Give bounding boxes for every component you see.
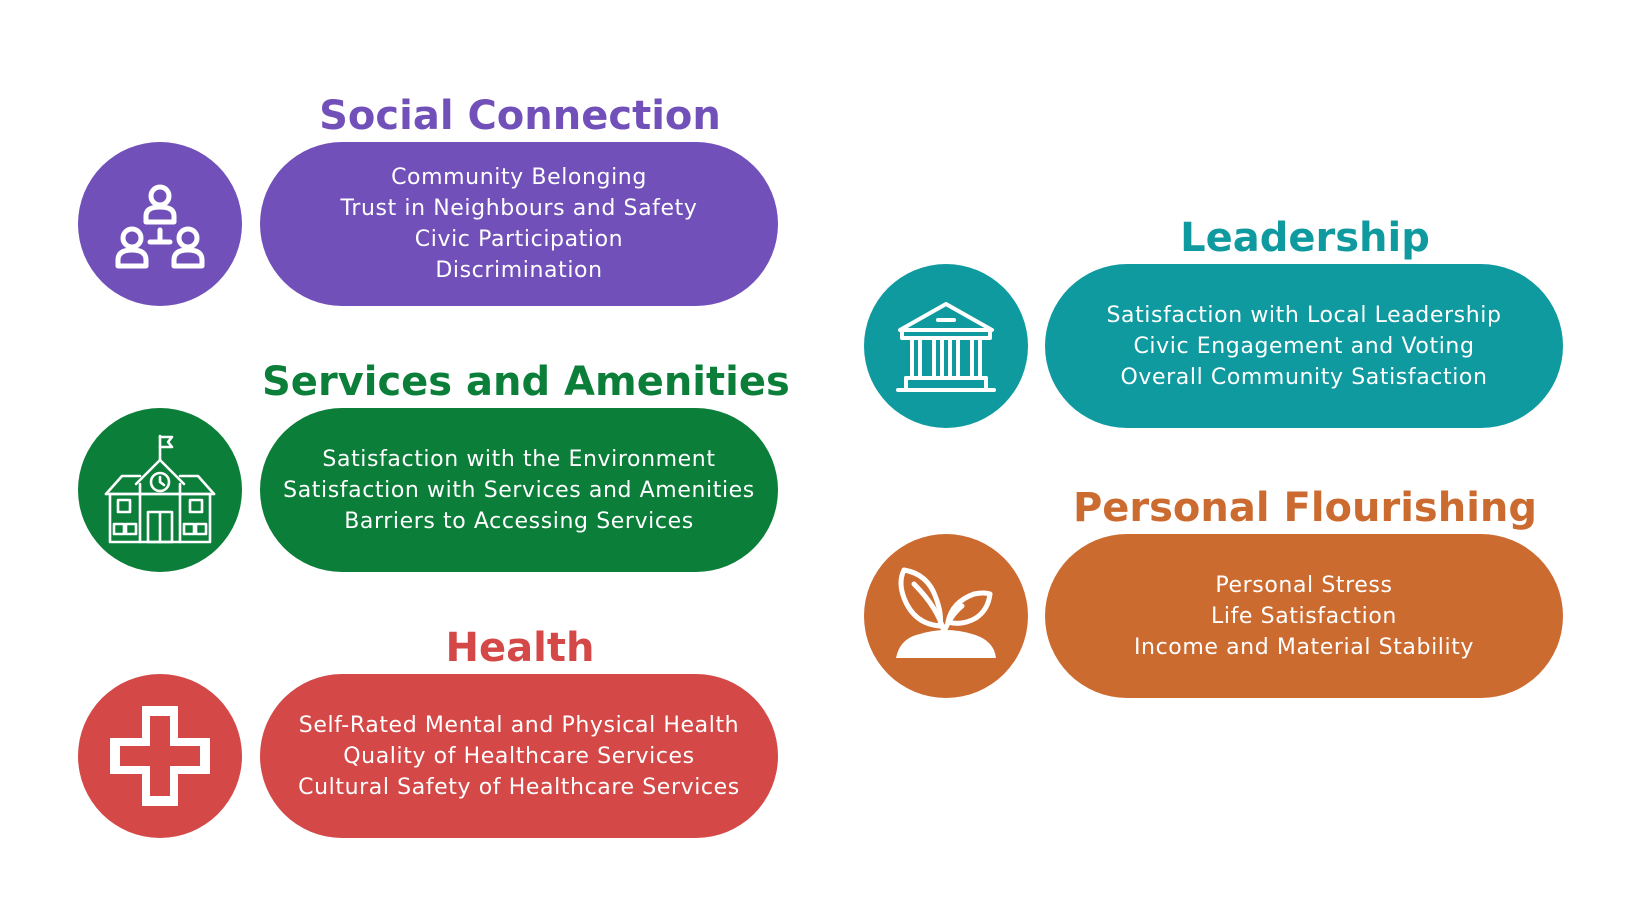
indicator-item: Discrimination (435, 258, 603, 283)
domain-pill-leadership: Satisfaction with Local Leadership Civic… (1045, 264, 1563, 428)
domain-pill-personal-flourishing: Personal Stress Life Satisfaction Income… (1045, 534, 1563, 698)
indicator-item: Trust in Neighbours and Safety (340, 196, 698, 221)
indicator-item: Self-Rated Mental and Physical Health (298, 712, 740, 738)
domain-title-health: Health (445, 625, 595, 671)
domain-pill-services-amenities: Satisfaction with the Environment Satisf… (260, 408, 778, 572)
sprout-icon-circle (864, 534, 1028, 698)
sprout-icon (896, 567, 996, 658)
government-building-icon-circle (864, 264, 1028, 428)
domain-title-personal-flourishing: Personal Flourishing (1072, 485, 1538, 531)
indicator-item: Quality of Healthcare Services (343, 743, 695, 769)
medical-cross-icon-circle (78, 674, 242, 838)
indicator-item: Barriers to Accessing Services (344, 508, 694, 534)
indicator-item: Civic Participation (414, 227, 624, 252)
indicator-item: Satisfaction with the Environment (322, 446, 716, 472)
school-building-icon (104, 434, 216, 544)
indicator-item: Income and Material Stability (1133, 634, 1475, 660)
domain-pill-health: Self-Rated Mental and Physical Health Qu… (260, 674, 778, 838)
indicator-item: Overall Community Satisfaction (1120, 364, 1488, 390)
medical-cross-icon (110, 706, 210, 806)
people-network-icon (115, 184, 205, 269)
domain-title-social-connection: Social Connection (319, 93, 721, 139)
indicator-item: Personal Stress (1215, 572, 1393, 598)
people-network-icon-circle (78, 142, 242, 306)
domain-title-services-amenities: Services and Amenities (262, 359, 790, 405)
indicator-item: Life Satisfaction (1211, 603, 1397, 629)
government-building-icon (896, 302, 996, 392)
indicator-item: Satisfaction with Local Leadership (1106, 302, 1502, 328)
indicator-item: Cultural Safety of Healthcare Services (298, 774, 740, 800)
indicator-item: Satisfaction with Services and Amenities (283, 477, 755, 503)
domain-title-leadership: Leadership (1180, 215, 1430, 261)
school-building-icon-circle (78, 408, 242, 572)
indicator-item: Civic Engagement and Voting (1133, 333, 1475, 359)
indicator-item: Community Belonging (391, 165, 647, 190)
domain-pill-social-connection: Community Belonging Trust in Neighbours … (260, 142, 778, 306)
